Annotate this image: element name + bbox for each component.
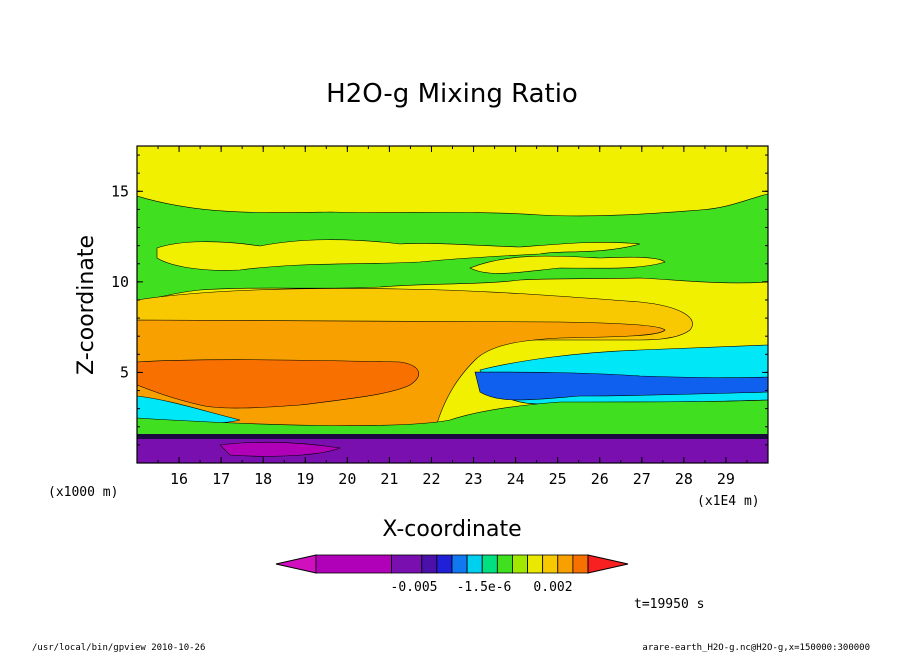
contour-dark-orange (137, 359, 419, 409)
colorbar-bin (466, 554, 483, 574)
y-axis-label: Z-coordinate (74, 235, 99, 375)
x-tick-label: 22 (422, 470, 440, 488)
x-tick-label: 25 (549, 470, 567, 488)
chart-title: H2O-g Mixing Ratio (326, 79, 578, 109)
footer-right: arare-earth_H2O-g.nc@H2O-g,x=150000:3000… (642, 643, 870, 653)
colorbar-bin (512, 554, 528, 574)
colorbar-bin (315, 554, 392, 574)
contour-yellow-band (156, 239, 641, 271)
contour-blue-right (474, 371, 768, 401)
x-tick-label: 21 (380, 470, 398, 488)
colorbar-label: -1.5e-6 (457, 580, 512, 595)
x-tick-label: 18 (254, 470, 272, 488)
x-unit-left: (x1000 m) (48, 485, 118, 500)
colorbar-label: -0.005 (391, 580, 438, 595)
colorbar-bin (542, 554, 559, 574)
colorbar-bin (421, 554, 438, 574)
x-unit-right: (x1E4 m) (697, 494, 760, 509)
x-tick-label: 17 (212, 470, 230, 488)
colorbar-labels: -0.005 -1.5e-6 0.002 (391, 580, 573, 595)
x-tick-label: 26 (591, 470, 609, 488)
x-axis-ticks: 16 17 18 19 20 21 22 23 24 25 26 27 28 29 (136, 146, 769, 488)
x-tick-label: 20 (338, 470, 356, 488)
contour-dark-base-line (137, 434, 768, 439)
contour-field (137, 146, 768, 463)
contour-green-bottom (137, 399, 768, 438)
x-tick-label: 24 (507, 470, 525, 488)
colorbar-bin (572, 554, 589, 574)
x-tick-label: 28 (675, 470, 693, 488)
x-tick-label: 27 (633, 470, 651, 488)
colorbar-bin (391, 554, 423, 574)
colorbar (275, 554, 629, 574)
x-tick-label: 23 (465, 470, 483, 488)
y-axis-ticks: 5 10 15 (111, 154, 768, 446)
y-tick-label: 5 (120, 363, 129, 381)
x-tick-label: 29 (717, 470, 735, 488)
colorbar-bin (496, 554, 513, 574)
colorbar-bin (527, 554, 544, 574)
colorbar-label: 0.002 (533, 580, 572, 595)
colorbar-bin (451, 554, 468, 574)
x-tick-label: 19 (296, 470, 314, 488)
y-tick-label: 10 (111, 273, 129, 291)
x-axis-label: X-coordinate (382, 517, 521, 542)
footer-left: /usr/local/bin/gpview 2010-10-26 (32, 643, 205, 653)
colorbar-bin (481, 554, 498, 574)
x-tick-label: 16 (170, 470, 188, 488)
contour-yellow-band-2 (469, 255, 666, 274)
contour-violet-patch (219, 441, 342, 457)
y-tick-label: 15 (111, 182, 129, 200)
colorbar-bin (436, 554, 453, 574)
time-label: t=19950 s (634, 597, 704, 612)
colorbar-bin (557, 554, 574, 574)
colorbar-high-arrow (587, 554, 629, 574)
colorbar-low-arrow (275, 554, 317, 574)
